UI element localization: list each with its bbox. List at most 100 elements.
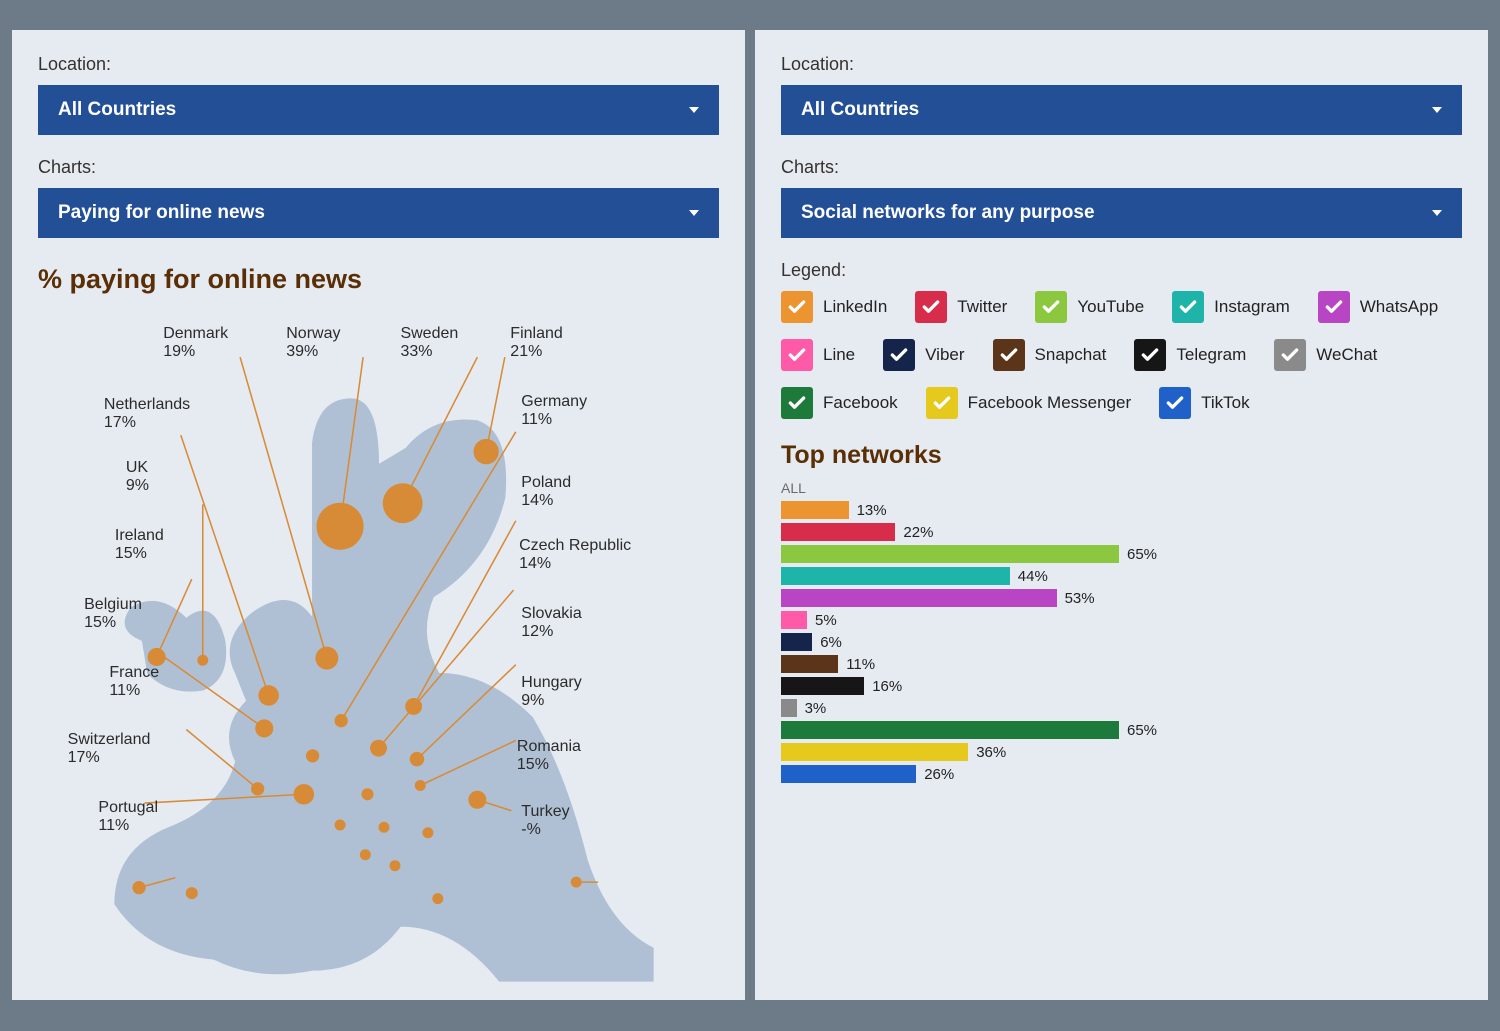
map-marker[interactable] (468, 791, 486, 809)
map-marker[interactable] (389, 860, 400, 871)
map-marker[interactable] (361, 788, 373, 800)
bar-row: 65% (781, 720, 1462, 740)
map-callout: Finland21% (510, 325, 562, 362)
legend-item[interactable]: Snapchat (993, 339, 1107, 371)
legend-item[interactable]: YouTube (1035, 291, 1144, 323)
map-marker[interactable] (315, 647, 338, 670)
bar-row: 53% (781, 588, 1462, 608)
legend-item[interactable]: Viber (883, 339, 964, 371)
location-select-value: All Countries (801, 99, 919, 121)
bar[interactable] (781, 743, 968, 761)
map-callout: Belgium15% (84, 596, 142, 633)
bar-value-label: 3% (805, 700, 827, 717)
legend-item[interactable]: Line (781, 339, 855, 371)
bar[interactable] (781, 633, 812, 651)
legend-item[interactable]: WhatsApp (1318, 291, 1438, 323)
legend-item-label: TikTok (1201, 393, 1250, 413)
bar-row: 5% (781, 610, 1462, 630)
bar[interactable] (781, 721, 1119, 739)
map-callout: Switzerland17% (68, 731, 151, 768)
legend-item-label: Facebook (823, 393, 898, 413)
bar-value-label: 5% (815, 612, 837, 629)
map-callout: Slovakia12% (521, 605, 581, 642)
location-label: Location: (38, 54, 719, 75)
map-callout: Hungary9% (521, 674, 581, 711)
map-callout: UK9% (126, 459, 149, 496)
map-callout: Denmark19% (163, 325, 228, 362)
bar[interactable] (781, 655, 838, 673)
legend: LinkedIn Twitter YouTube Instagram WhatsApp L… (781, 291, 1462, 419)
map-callout: Germany11% (521, 393, 587, 430)
bar-row: 44% (781, 566, 1462, 586)
map-marker[interactable] (432, 893, 443, 904)
legend-item[interactable]: Facebook Messenger (926, 387, 1131, 419)
map-marker[interactable] (370, 740, 387, 757)
bar[interactable] (781, 523, 895, 541)
bar[interactable] (781, 589, 1057, 607)
map-callout: Turkey-% (521, 803, 569, 840)
legend-item-label: Instagram (1214, 297, 1290, 317)
map-marker[interactable] (360, 849, 371, 860)
checkbox-icon (1035, 291, 1067, 323)
location-select[interactable]: All Countries (781, 85, 1462, 135)
map-marker[interactable] (197, 655, 208, 666)
map-marker[interactable] (258, 685, 279, 706)
location-select-value: All Countries (58, 99, 176, 121)
map-marker[interactable] (251, 782, 264, 795)
map-chart-title: % paying for online news (38, 264, 719, 295)
legend-item-label: Line (823, 345, 855, 365)
bar[interactable] (781, 501, 849, 519)
bar-value-label: 44% (1018, 568, 1048, 585)
map-marker[interactable] (306, 749, 319, 762)
legend-item[interactable]: TikTok (1159, 387, 1250, 419)
legend-item[interactable]: Telegram (1134, 339, 1246, 371)
map-marker[interactable] (186, 887, 198, 899)
bar-row: 26% (781, 764, 1462, 784)
bar[interactable] (781, 699, 797, 717)
bar-row: 36% (781, 742, 1462, 762)
legend-item[interactable]: Twitter (915, 291, 1007, 323)
bar-value-label: 6% (820, 634, 842, 651)
charts-select[interactable]: Paying for online news (38, 188, 719, 238)
map-marker[interactable] (255, 719, 273, 737)
map-marker[interactable] (571, 877, 582, 888)
bar[interactable] (781, 567, 1010, 585)
map-callout: Netherlands17% (104, 396, 190, 433)
map-marker[interactable] (379, 822, 390, 833)
checkbox-icon (926, 387, 958, 419)
legend-item[interactable]: LinkedIn (781, 291, 887, 323)
map-callout: France11% (109, 664, 159, 701)
bar-row: 11% (781, 654, 1462, 674)
bar-value-label: 65% (1127, 722, 1157, 739)
bar[interactable] (781, 677, 864, 695)
map-marker[interactable] (294, 784, 315, 805)
map-chart: Denmark19%Norway39%Sweden33%Finland21%Ne… (38, 311, 719, 931)
legend-item[interactable]: WeChat (1274, 339, 1377, 371)
map-marker[interactable] (335, 714, 348, 727)
map-marker[interactable] (473, 439, 498, 464)
bar[interactable] (781, 765, 916, 783)
map-marker[interactable] (383, 483, 423, 523)
checkbox-icon (781, 339, 813, 371)
charts-select-value: Paying for online news (58, 202, 265, 224)
charts-select[interactable]: Social networks for any purpose (781, 188, 1462, 238)
map-marker[interactable] (132, 881, 145, 894)
bar[interactable] (781, 545, 1119, 563)
bar-row: 3% (781, 698, 1462, 718)
bar-value-label: 13% (857, 502, 887, 519)
legend-item[interactable]: Instagram (1172, 291, 1290, 323)
location-select[interactable]: All Countries (38, 85, 719, 135)
legend-label: Legend: (781, 260, 1462, 281)
map-marker[interactable] (422, 827, 433, 838)
map-marker[interactable] (410, 752, 424, 766)
checkbox-icon (781, 387, 813, 419)
map-marker[interactable] (316, 503, 363, 550)
checkbox-icon (915, 291, 947, 323)
map-marker[interactable] (335, 820, 346, 831)
map-callout: Romania15% (517, 738, 581, 775)
chevron-down-icon (1432, 107, 1442, 113)
left-panel: Location: All Countries Charts: Paying f… (12, 30, 745, 1000)
map-marker[interactable] (415, 780, 426, 791)
legend-item[interactable]: Facebook (781, 387, 898, 419)
bar[interactable] (781, 611, 807, 629)
